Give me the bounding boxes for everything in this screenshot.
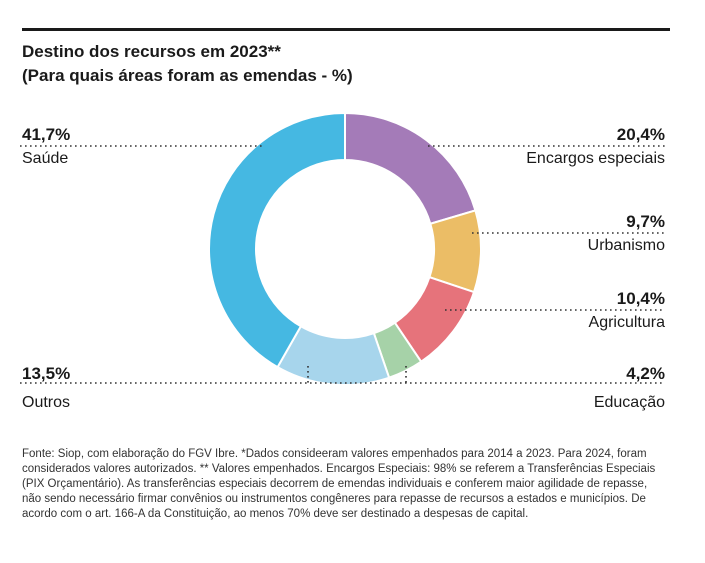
slice-label-value-agricultura: 10,4% xyxy=(616,289,665,308)
slice-label-name-saude: Saúde xyxy=(22,150,69,167)
slice-label-name-outros: Outros xyxy=(22,394,71,411)
donut-slice-saude xyxy=(208,111,346,369)
slice-label-value-saude: 41,7% xyxy=(22,125,71,144)
leader-lines xyxy=(20,145,665,384)
slice-label-value-educacao: 4,2% xyxy=(626,364,665,383)
slice-label-value-urbanismo: 9,7% xyxy=(626,212,665,231)
donut-slices xyxy=(208,111,482,386)
slice-label-name-educacao: Educação xyxy=(593,394,665,411)
slice-label-name-encargos: Encargos especiais xyxy=(526,150,665,167)
slice-label-name-urbanismo: Urbanismo xyxy=(587,237,665,254)
donut-slice-encargos-especiais xyxy=(344,111,477,225)
chart-title: Destino dos recursos em 2023** xyxy=(22,42,281,61)
top-rule xyxy=(22,28,670,31)
slice-label-name-agricultura: Agricultura xyxy=(588,314,665,331)
chart-title-block: Destino dos recursos em 2023** (Para qua… xyxy=(22,40,353,88)
source-footnote: Fonte: Siop, com elaboração do FGV Ibre.… xyxy=(22,448,656,520)
slice-label-value-encargos: 20,4% xyxy=(616,125,665,144)
slice-label-value-outros: 13,5% xyxy=(22,364,71,383)
chart-subtitle: (Para quais áreas foram as emendas - %) xyxy=(22,66,353,85)
